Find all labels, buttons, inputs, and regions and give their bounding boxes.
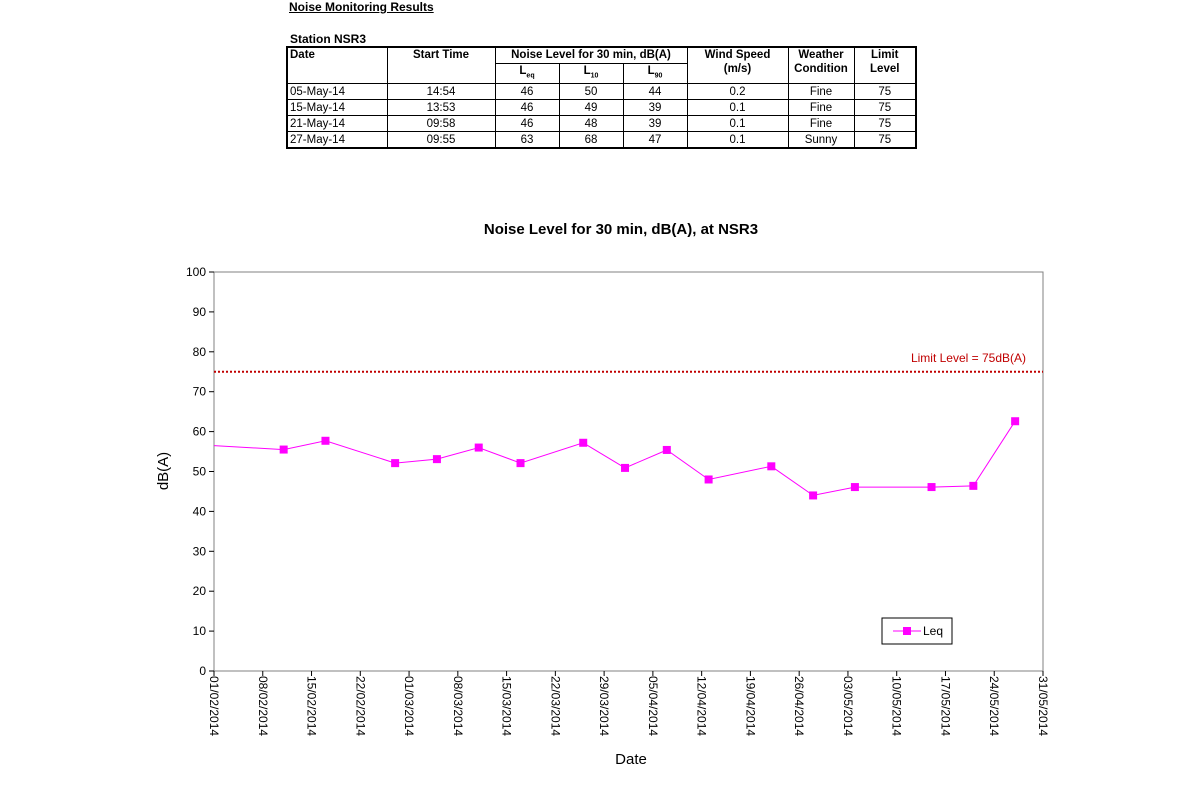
cell-start-time: 09:55 (386, 131, 496, 149)
limit-header-line2: Level (870, 63, 900, 75)
data-point-leq (969, 481, 978, 490)
x-tick-label: 15/02/2014 (305, 676, 319, 736)
y-tick-label: 90 (193, 305, 207, 319)
x-axis: 01/02/2014 08/02/2014 15/02/2014 22/02/2014… (207, 671, 1050, 736)
x-tick-label: 22/03/2014 (548, 676, 562, 736)
report-title: Noise Monitoring Results (289, 0, 434, 14)
x-tick-label: 12/04/2014 (695, 676, 709, 736)
data-point-leq (279, 445, 288, 454)
col-header-l10: L10 (558, 62, 624, 85)
cell-limit: 75 (853, 99, 917, 117)
limit-label: Limit Level = 75dB(A) (911, 351, 1026, 365)
cell-weather: Fine (787, 115, 855, 133)
cell-l10: 68 (558, 131, 624, 149)
y-tick-label: 50 (193, 465, 207, 479)
y-tick-label: 40 (193, 504, 207, 518)
table-row: 21-May-14 09:58 46 48 39 0.1 Fine 75 (286, 115, 917, 133)
table-row: 15-May-14 13:53 46 49 39 0.1 Fine 75 (286, 99, 917, 117)
col-header-l90: L90 (622, 62, 688, 85)
x-tick-label: 26/04/2014 (792, 676, 806, 736)
data-point-leq (1011, 417, 1020, 426)
x-tick-label: 29/03/2014 (597, 676, 611, 736)
series-markers-leq (279, 417, 1020, 500)
y-tick-label: 10 (193, 624, 207, 638)
data-point-leq (579, 438, 588, 447)
weather-header-line1: Weather (798, 49, 844, 61)
limit-header-line1: Limit (871, 49, 899, 61)
data-point-leq (927, 483, 936, 492)
cell-date: 27-May-14 (286, 131, 388, 149)
data-point-leq (432, 455, 441, 464)
cell-l10: 48 (558, 115, 624, 133)
cell-wind: 0.1 (686, 115, 789, 133)
x-tick-label: 24/05/2014 (987, 676, 1001, 736)
cell-leq: 63 (494, 131, 560, 149)
data-point-leq (321, 436, 330, 445)
legend-label-leq: Leq (923, 624, 943, 638)
data-point-leq (809, 491, 818, 500)
data-point-leq (391, 459, 400, 468)
table-subheader-row: Leq L10 L90 (287, 62, 916, 85)
table-row: 27-May-14 09:55 63 68 47 0.1 Sunny 75 (286, 131, 917, 149)
cell-l90: 39 (622, 115, 688, 133)
x-tick-label: 01/03/2014 (402, 676, 416, 736)
x-tick-label: 15/03/2014 (500, 676, 514, 736)
y-tick-label: 70 (193, 385, 207, 399)
col-header-weather: Weather Condition (787, 46, 855, 85)
y-tick-label: 0 (199, 664, 206, 678)
chart-title: Noise Level for 30 min, dB(A), at NSR3 (484, 221, 758, 238)
y-tick-label: 30 (193, 544, 207, 558)
cell-leq: 46 (494, 115, 560, 133)
cell-date: 21-May-14 (286, 115, 388, 133)
y-tick-label: 80 (193, 345, 207, 359)
data-point-leq (767, 462, 776, 471)
x-tick-label: 17/05/2014 (938, 676, 952, 736)
weather-header-line2: Condition (794, 63, 848, 75)
wind-header-line1: Wind Speed (704, 49, 771, 61)
cell-limit: 75 (853, 131, 917, 149)
legend-marker-icon (903, 627, 911, 635)
col-header-limit: Limit Level (853, 46, 917, 85)
x-tick-label: 22/02/2014 (353, 676, 367, 736)
legend: Leq (881, 617, 953, 645)
x-tick-label: 08/02/2014 (256, 676, 270, 736)
y-tick-label: 100 (186, 265, 206, 279)
x-tick-label: 03/05/2014 (841, 676, 855, 736)
cell-wind: 0.1 (686, 131, 789, 149)
data-point-leq (850, 483, 859, 492)
y-tick-label: 20 (193, 584, 207, 598)
cell-limit: 75 (853, 115, 917, 133)
data-point-leq (621, 463, 630, 472)
x-axis-label: Date (615, 751, 647, 768)
x-tick-label: 05/04/2014 (646, 676, 660, 736)
results-table: Date Start Time Noise Level for 30 min, … (286, 46, 917, 150)
col-header-wind-speed: Wind Speed (m/s) (686, 46, 789, 85)
data-point-leq (516, 459, 525, 468)
station-label: Station NSR3 (290, 32, 367, 46)
wind-header-line2: (m/s) (723, 63, 752, 75)
data-point-leq (474, 443, 483, 452)
y-tick-label: 60 (193, 425, 207, 439)
y-axis-label: dB(A) (155, 452, 172, 490)
x-tick-label: 08/03/2014 (451, 676, 465, 736)
cell-start-time: 09:58 (386, 115, 496, 133)
x-tick-label: 10/05/2014 (890, 676, 904, 736)
x-tick-label: 19/04/2014 (743, 676, 757, 736)
cell-start-time: 14:54 (386, 83, 496, 101)
x-tick-label: 01/02/2014 (207, 676, 221, 736)
data-point-leq (662, 445, 671, 454)
data-point-leq (704, 475, 713, 484)
y-axis: 0 10 20 30 40 50 60 70 80 90 100 (186, 265, 214, 678)
x-tick-label: 31/05/2014 (1036, 676, 1050, 736)
